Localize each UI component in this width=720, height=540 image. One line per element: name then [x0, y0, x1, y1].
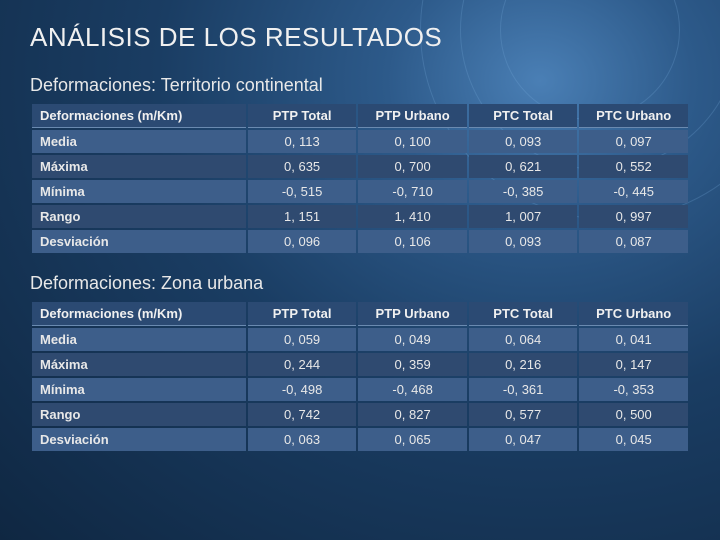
table-row: Media 0, 113 0, 100 0, 093 0, 097 [32, 130, 688, 153]
cell: 0, 216 [469, 353, 578, 376]
table-row: Rango 0, 742 0, 827 0, 577 0, 500 [32, 403, 688, 426]
cell: 0, 997 [579, 205, 688, 228]
cell: 0, 093 [469, 230, 578, 253]
col-header: PTP Urbano [358, 302, 467, 326]
table-continental: Deformaciones (m/Km) PTP Total PTP Urban… [30, 102, 690, 255]
cell: -0, 468 [358, 378, 467, 401]
col-header: Deformaciones (m/Km) [32, 302, 246, 326]
table-row: Rango 1, 151 1, 410 1, 007 0, 997 [32, 205, 688, 228]
cell: 0, 100 [358, 130, 467, 153]
slide: ANÁLISIS DE LOS RESULTADOS Deformaciones… [0, 0, 720, 453]
cell: 0, 500 [579, 403, 688, 426]
cell: 0, 049 [358, 328, 467, 351]
row-label: Media [32, 130, 246, 153]
col-header: PTP Total [248, 302, 357, 326]
slide-title: ANÁLISIS DE LOS RESULTADOS [30, 22, 690, 53]
col-header: PTC Urbano [579, 302, 688, 326]
cell: -0, 498 [248, 378, 357, 401]
cell: 0, 096 [248, 230, 357, 253]
cell: 0, 106 [358, 230, 467, 253]
table-header-row: Deformaciones (m/Km) PTP Total PTP Urban… [32, 104, 688, 128]
row-label: Máxima [32, 353, 246, 376]
col-header: PTC Total [469, 302, 578, 326]
row-label: Máxima [32, 155, 246, 178]
table-row: Máxima 0, 635 0, 700 0, 621 0, 552 [32, 155, 688, 178]
row-label: Mínima [32, 378, 246, 401]
table-header-row: Deformaciones (m/Km) PTP Total PTP Urban… [32, 302, 688, 326]
col-header: Deformaciones (m/Km) [32, 104, 246, 128]
table-row: Mínima -0, 515 -0, 710 -0, 385 -0, 445 [32, 180, 688, 203]
col-header: PTC Total [469, 104, 578, 128]
cell: 0, 635 [248, 155, 357, 178]
cell: 0, 097 [579, 130, 688, 153]
col-header: PTP Urbano [358, 104, 467, 128]
cell: 0, 045 [579, 428, 688, 451]
row-label: Rango [32, 403, 246, 426]
cell: 0, 552 [579, 155, 688, 178]
cell: 0, 244 [248, 353, 357, 376]
cell: 0, 065 [358, 428, 467, 451]
cell: 0, 113 [248, 130, 357, 153]
table-row: Máxima 0, 244 0, 359 0, 216 0, 147 [32, 353, 688, 376]
row-label: Desviación [32, 230, 246, 253]
table-row: Media 0, 059 0, 049 0, 064 0, 041 [32, 328, 688, 351]
row-label: Mínima [32, 180, 246, 203]
cell: 1, 007 [469, 205, 578, 228]
table-row: Mínima -0, 498 -0, 468 -0, 361 -0, 353 [32, 378, 688, 401]
table-urbana: Deformaciones (m/Km) PTP Total PTP Urban… [30, 300, 690, 453]
section1-subtitle: Deformaciones: Territorio continental [30, 75, 690, 96]
row-label: Rango [32, 205, 246, 228]
row-label: Media [32, 328, 246, 351]
table-row: Desviación 0, 096 0, 106 0, 093 0, 087 [32, 230, 688, 253]
cell: -0, 445 [579, 180, 688, 203]
cell: -0, 353 [579, 378, 688, 401]
cell: -0, 710 [358, 180, 467, 203]
cell: -0, 515 [248, 180, 357, 203]
cell: 1, 151 [248, 205, 357, 228]
cell: 0, 093 [469, 130, 578, 153]
row-label: Desviación [32, 428, 246, 451]
cell: 0, 147 [579, 353, 688, 376]
cell: 0, 359 [358, 353, 467, 376]
cell: 1, 410 [358, 205, 467, 228]
cell: 0, 827 [358, 403, 467, 426]
cell: 0, 087 [579, 230, 688, 253]
cell: 0, 577 [469, 403, 578, 426]
cell: 0, 041 [579, 328, 688, 351]
cell: 0, 621 [469, 155, 578, 178]
cell: 0, 742 [248, 403, 357, 426]
cell: 0, 700 [358, 155, 467, 178]
table-row: Desviación 0, 063 0, 065 0, 047 0, 045 [32, 428, 688, 451]
cell: -0, 385 [469, 180, 578, 203]
col-header: PTC Urbano [579, 104, 688, 128]
cell: 0, 047 [469, 428, 578, 451]
col-header: PTP Total [248, 104, 357, 128]
cell: -0, 361 [469, 378, 578, 401]
cell: 0, 063 [248, 428, 357, 451]
section2-subtitle: Deformaciones: Zona urbana [30, 273, 690, 294]
cell: 0, 064 [469, 328, 578, 351]
cell: 0, 059 [248, 328, 357, 351]
